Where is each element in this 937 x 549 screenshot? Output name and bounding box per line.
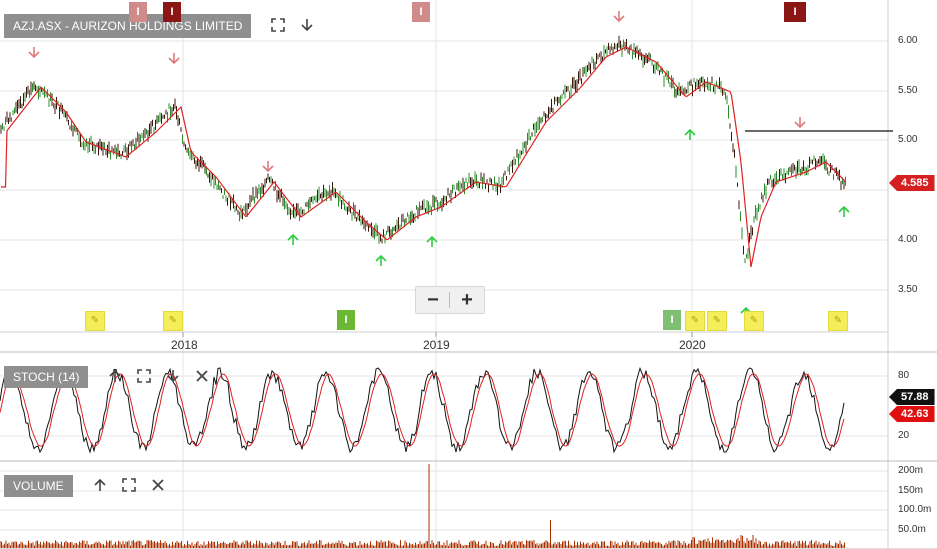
stoch-y-tick: 80 — [898, 370, 910, 381]
x-tick-year: 2019 — [423, 338, 450, 352]
stoch-k-tag: 57.88 — [889, 389, 935, 405]
info-badge[interactable]: I — [163, 2, 181, 22]
arrow-down-icon[interactable] — [165, 369, 181, 385]
zoom-control: − + — [415, 286, 485, 314]
close-icon[interactable] — [194, 369, 210, 385]
pencil-icon[interactable]: ✎ — [744, 311, 764, 331]
pencil-icon[interactable]: ✎ — [828, 311, 848, 331]
fullscreen-icon[interactable] — [270, 18, 286, 34]
zoom-divider — [449, 292, 450, 308]
close-icon[interactable] — [150, 478, 166, 494]
arrow-down-icon[interactable] — [299, 18, 315, 34]
info-badge[interactable]: I — [337, 310, 355, 330]
last-price-tag: 4.585 — [889, 175, 935, 191]
y-tick: 3.50 — [898, 284, 918, 295]
y-tick: 5.00 — [898, 134, 918, 145]
stoch-d-line — [0, 373, 845, 447]
info-badge[interactable]: I — [663, 310, 681, 330]
x-tick-year: 2018 — [171, 338, 198, 352]
info-badge[interactable]: I — [784, 2, 806, 22]
stoch-y-tick: 20 — [898, 430, 910, 441]
pencil-icon[interactable]: ✎ — [85, 311, 105, 331]
y-tick: 5.50 — [898, 85, 918, 96]
stoch-title[interactable]: STOCH (14) — [4, 366, 89, 388]
moving-average-line — [1, 46, 846, 268]
volume-y-tick: 150m — [898, 485, 924, 496]
y-tick: 4.00 — [898, 234, 918, 245]
info-badge[interactable]: I — [412, 2, 430, 22]
pencil-icon[interactable]: ✎ — [707, 311, 727, 331]
signal-arrows — [28, 11, 850, 318]
zoom-in-button[interactable]: + — [461, 289, 473, 311]
arrow-up-icon[interactable] — [107, 369, 123, 385]
fullscreen-icon[interactable] — [121, 478, 137, 494]
zoom-out-button[interactable]: − — [427, 289, 439, 311]
pencil-icon[interactable]: ✎ — [163, 311, 183, 331]
stoch-k-line — [0, 366, 845, 454]
chart-title[interactable]: AZJ.ASX - AURIZON HOLDINGS LIMITED — [4, 14, 252, 38]
arrow-up-icon[interactable] — [92, 478, 108, 494]
volume-y-tick: 50.0m — [898, 524, 926, 535]
volume-y-tick: 100.0m — [898, 504, 932, 515]
volume-y-tick: 200m — [898, 465, 924, 476]
price-candles — [0, 35, 846, 264]
pencil-icon[interactable]: ✎ — [685, 311, 705, 331]
volume-title[interactable]: VOLUME — [4, 475, 73, 497]
y-tick: 6.00 — [898, 35, 918, 46]
fullscreen-icon[interactable] — [136, 369, 152, 385]
info-badge[interactable]: I — [129, 2, 147, 22]
volume-bars — [0, 464, 845, 548]
x-tick-year: 2020 — [679, 338, 706, 352]
stoch-d-tag: 42.63 — [889, 406, 935, 422]
